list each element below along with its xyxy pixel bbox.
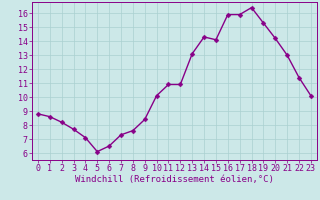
- X-axis label: Windchill (Refroidissement éolien,°C): Windchill (Refroidissement éolien,°C): [75, 175, 274, 184]
